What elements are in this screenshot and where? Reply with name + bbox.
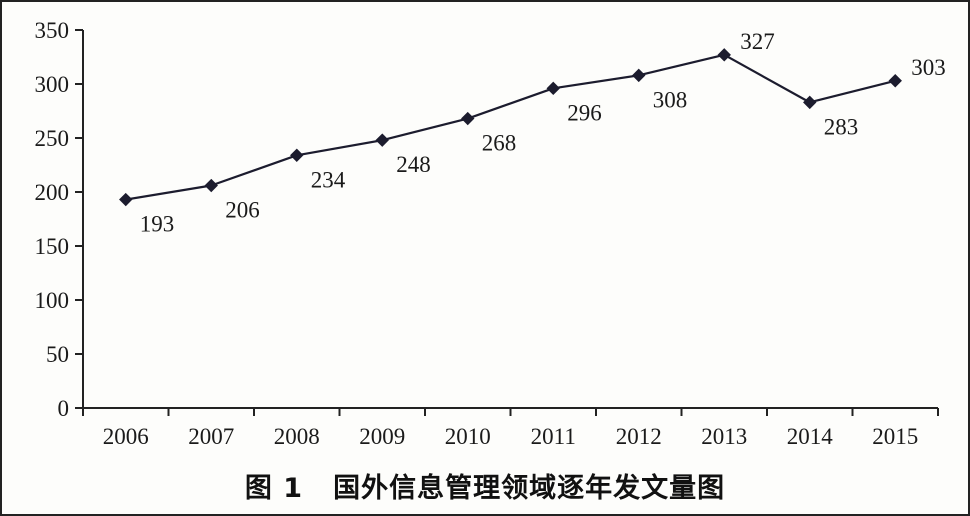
y-tick-label: 150	[35, 234, 70, 259]
axes	[82, 30, 938, 409]
x-tick-label: 2015	[872, 424, 918, 449]
x-tick-label: 2009	[359, 424, 405, 449]
data-point-marker	[803, 95, 817, 110]
x-tick-label: 2014	[787, 424, 834, 449]
x-tick-label: 2013	[701, 424, 747, 449]
data-label: 248	[396, 152, 431, 177]
data-point-marker	[204, 178, 218, 193]
data-label: 206	[225, 198, 260, 223]
data-point-marker	[461, 111, 475, 126]
data-label: 296	[567, 100, 602, 125]
data-point-marker	[290, 148, 304, 162]
series-line	[125, 53, 896, 201]
y-tick-label: 0	[58, 396, 70, 421]
series-markers	[119, 48, 902, 207]
y-tick-label: 50	[46, 342, 69, 367]
data-label: 283	[824, 114, 859, 139]
data-point-marker	[546, 81, 560, 96]
data-label: 327	[740, 29, 775, 54]
data-point-marker	[375, 133, 389, 147]
y-axis-ticks: 0 50 100 150 200 250 300 350	[35, 18, 83, 421]
x-tick-label: 2010	[445, 424, 491, 449]
figure-title: 国外信息管理领域逐年发文量图	[333, 473, 726, 504]
x-axis-ticks: 2006 2007 2008 2009 2010 2011 2012 2013 2014 2015	[82, 408, 939, 449]
data-label: 303	[911, 55, 946, 80]
x-tick-label: 2006	[103, 424, 149, 449]
data-label: 308	[653, 87, 688, 112]
data-label: 193	[140, 212, 175, 237]
x-tick-label: 2008	[274, 424, 320, 449]
y-tick-label: 200	[35, 180, 70, 205]
data-labels: 193 206 234 248 268 296 308 327 283 303	[140, 29, 946, 237]
data-point-marker	[119, 192, 133, 207]
data-label: 268	[482, 131, 517, 156]
data-point-marker	[717, 48, 731, 62]
x-tick-label: 2011	[531, 424, 576, 449]
series-polyline	[125, 53, 896, 201]
y-tick-label: 300	[35, 72, 70, 97]
figure-caption: 图 1 国外信息管理领域逐年发文量图	[0, 466, 970, 505]
y-tick-label: 350	[35, 18, 70, 43]
x-tick-label: 2012	[616, 424, 662, 449]
data-point-marker	[888, 74, 902, 88]
figure-number: 图 1	[244, 473, 304, 504]
y-tick-label: 100	[35, 288, 70, 313]
data-point-marker	[632, 68, 646, 83]
y-tick-label: 250	[35, 126, 70, 151]
x-tick-label: 2007	[188, 424, 234, 449]
data-label: 234	[311, 167, 346, 192]
